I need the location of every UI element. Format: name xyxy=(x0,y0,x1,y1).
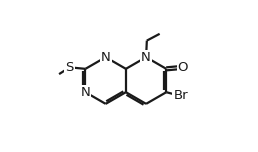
Text: S: S xyxy=(66,61,74,74)
Text: N: N xyxy=(141,51,151,64)
Text: Br: Br xyxy=(173,90,188,102)
Text: N: N xyxy=(101,51,110,64)
Text: N: N xyxy=(80,86,90,99)
Text: O: O xyxy=(178,61,188,74)
